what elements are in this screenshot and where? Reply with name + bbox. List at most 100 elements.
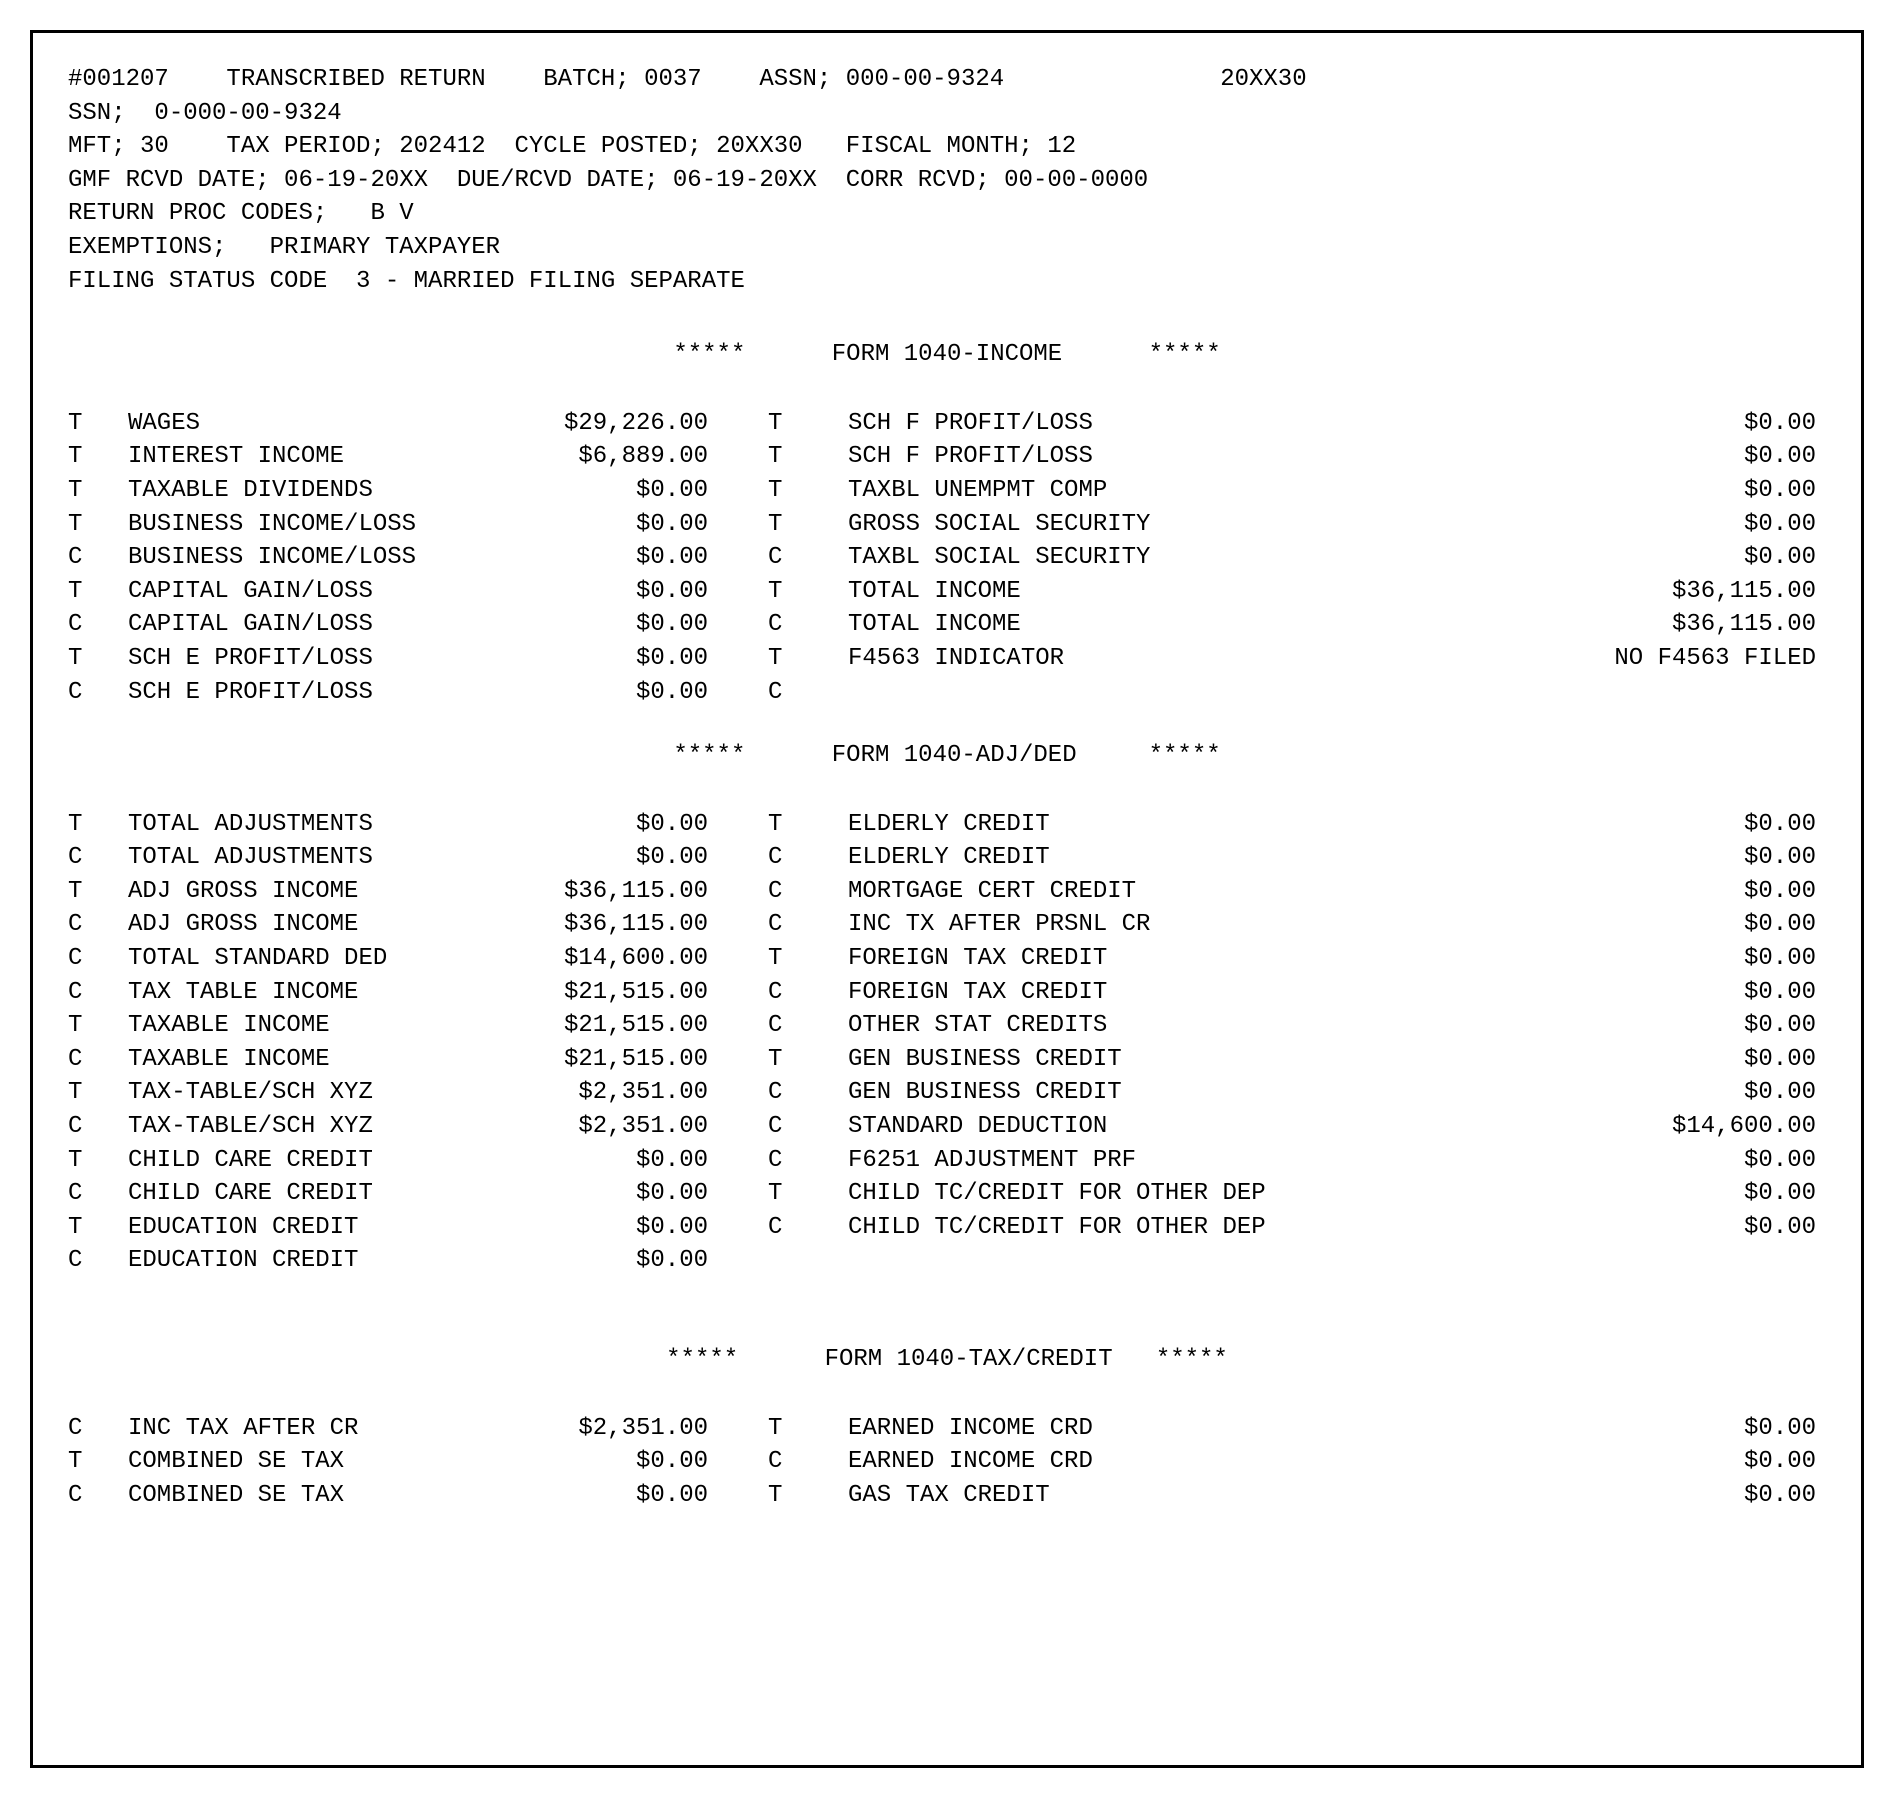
type-code-right: T: [768, 808, 848, 842]
data-row: CINC TAX AFTER CR$2,351.00TEARNED INCOME…: [68, 1412, 1826, 1446]
label-left: WAGES: [128, 407, 508, 441]
label-right: MORTGAGE CERT CREDIT: [848, 875, 1348, 909]
data-row: TINTEREST INCOME$6,889.00TSCH F PROFIT/L…: [68, 440, 1826, 474]
label-right: GEN BUSINESS CREDIT: [848, 1076, 1348, 1110]
type-code-left: T: [68, 1009, 128, 1043]
label-right: STANDARD DEDUCTION: [848, 1110, 1348, 1144]
type-code-right: T: [768, 1177, 848, 1211]
value-right: $0.00: [1348, 976, 1826, 1010]
label-left: EDUCATION CREDIT: [128, 1211, 508, 1245]
type-code-right: C: [768, 1211, 848, 1245]
value-right: $36,115.00: [1348, 575, 1826, 609]
type-code-right: T: [768, 440, 848, 474]
type-code-right: C: [768, 676, 848, 710]
label-left: INC TAX AFTER CR: [128, 1412, 508, 1446]
value-right: $0.00: [1348, 1043, 1826, 1077]
type-code-right: T: [768, 508, 848, 542]
type-code-right: T: [768, 407, 848, 441]
type-code-left: C: [68, 1110, 128, 1144]
type-code-right: C: [768, 541, 848, 575]
type-code-left: T: [68, 575, 128, 609]
label-right: SCH F PROFIT/LOSS: [848, 440, 1348, 474]
type-code-left: C: [68, 676, 128, 710]
value-right: $0.00: [1348, 1412, 1826, 1446]
type-code-right: C: [768, 976, 848, 1010]
label-right: TAXBL UNEMPMT COMP: [848, 474, 1348, 508]
label-right: [848, 1244, 1348, 1278]
label-right: TAXBL SOCIAL SECURITY: [848, 541, 1348, 575]
section-income: TWAGES$29,226.00TSCH F PROFIT/LOSS$0.00T…: [68, 407, 1826, 709]
type-code-left: C: [68, 1479, 128, 1513]
value-right: $0.00: [1348, 474, 1826, 508]
label-right: GAS TAX CREDIT: [848, 1479, 1348, 1513]
type-code-right: C: [768, 908, 848, 942]
type-code-left: T: [68, 1144, 128, 1178]
data-row: TSCH E PROFIT/LOSS$0.00TF4563 INDICATORN…: [68, 642, 1826, 676]
type-code-right: T: [768, 474, 848, 508]
data-row: CTOTAL STANDARD DED$14,600.00TFOREIGN TA…: [68, 942, 1826, 976]
label-left: TAXABLE DIVIDENDS: [128, 474, 508, 508]
label-left: ADJ GROSS INCOME: [128, 908, 508, 942]
type-code-right: T: [768, 575, 848, 609]
type-code-right: C: [768, 875, 848, 909]
data-row: CBUSINESS INCOME/LOSS$0.00CTAXBL SOCIAL …: [68, 541, 1826, 575]
data-row: CADJ GROSS INCOME$36,115.00CINC TX AFTER…: [68, 908, 1826, 942]
value-left: $0.00: [508, 1445, 768, 1479]
label-left: COMBINED SE TAX: [128, 1445, 508, 1479]
header-line-6: EXEMPTIONS; PRIMARY TAXPAYER: [68, 231, 1826, 265]
label-right: EARNED INCOME CRD: [848, 1412, 1348, 1446]
data-row: TBUSINESS INCOME/LOSS$0.00TGROSS SOCIAL …: [68, 508, 1826, 542]
value-right: $0.00: [1348, 1211, 1826, 1245]
data-row: CTAX TABLE INCOME$21,515.00CFOREIGN TAX …: [68, 976, 1826, 1010]
type-code-right: C: [768, 1076, 848, 1110]
value-right: NO F4563 FILED: [1348, 642, 1826, 676]
value-left: $0.00: [508, 1177, 768, 1211]
value-left: $0.00: [508, 841, 768, 875]
section-title-income: ***** FORM 1040-INCOME *****: [68, 338, 1826, 372]
value-left: $2,351.00: [508, 1110, 768, 1144]
label-left: TAXABLE INCOME: [128, 1009, 508, 1043]
type-code-left: C: [68, 942, 128, 976]
value-left: $14,600.00: [508, 942, 768, 976]
type-code-left: T: [68, 440, 128, 474]
value-right: $0.00: [1348, 541, 1826, 575]
label-left: TOTAL ADJUSTMENTS: [128, 841, 508, 875]
value-right: $0.00: [1348, 908, 1826, 942]
type-code-right: C: [768, 608, 848, 642]
value-left: $2,351.00: [508, 1076, 768, 1110]
data-row: TCAPITAL GAIN/LOSS$0.00TTOTAL INCOME$36,…: [68, 575, 1826, 609]
data-row: TEDUCATION CREDIT$0.00CCHILD TC/CREDIT F…: [68, 1211, 1826, 1245]
data-row: CCAPITAL GAIN/LOSS$0.00CTOTAL INCOME$36,…: [68, 608, 1826, 642]
section-taxcredit: CINC TAX AFTER CR$2,351.00TEARNED INCOME…: [68, 1412, 1826, 1513]
label-right: [848, 676, 1348, 710]
value-right: $0.00: [1348, 808, 1826, 842]
value-right: $0.00: [1348, 942, 1826, 976]
label-left: EDUCATION CREDIT: [128, 1244, 508, 1278]
label-left: TAX-TABLE/SCH XYZ: [128, 1110, 508, 1144]
header-line-4: GMF RCVD DATE; 06-19-20XX DUE/RCVD DATE;…: [68, 164, 1826, 198]
type-code-left: C: [68, 1177, 128, 1211]
value-left: $0.00: [508, 541, 768, 575]
label-left: CHILD CARE CREDIT: [128, 1177, 508, 1211]
data-row: TCOMBINED SE TAX$0.00CEARNED INCOME CRD$…: [68, 1445, 1826, 1479]
type-code-left: T: [68, 1211, 128, 1245]
value-left: $6,889.00: [508, 440, 768, 474]
label-right: F6251 ADJUSTMENT PRF: [848, 1144, 1348, 1178]
value-right: $0.00: [1348, 1076, 1826, 1110]
type-code-right: C: [768, 1144, 848, 1178]
label-left: TOTAL ADJUSTMENTS: [128, 808, 508, 842]
data-row: TTAXABLE DIVIDENDS$0.00TTAXBL UNEMPMT CO…: [68, 474, 1826, 508]
data-row: TTOTAL ADJUSTMENTS$0.00TELDERLY CREDIT$0…: [68, 808, 1826, 842]
label-right: GROSS SOCIAL SECURITY: [848, 508, 1348, 542]
label-right: FOREIGN TAX CREDIT: [848, 942, 1348, 976]
type-code-left: C: [68, 1043, 128, 1077]
value-right: $0.00: [1348, 1479, 1826, 1513]
value-left: $0.00: [508, 608, 768, 642]
header-line-2: SSN; 0-000-00-9324: [68, 97, 1826, 131]
value-left: $0.00: [508, 1244, 768, 1278]
label-left: SCH E PROFIT/LOSS: [128, 676, 508, 710]
label-right: EARNED INCOME CRD: [848, 1445, 1348, 1479]
type-code-left: T: [68, 407, 128, 441]
value-left: $0.00: [508, 808, 768, 842]
section-title-adjded: ***** FORM 1040-ADJ/DED *****: [68, 739, 1826, 773]
